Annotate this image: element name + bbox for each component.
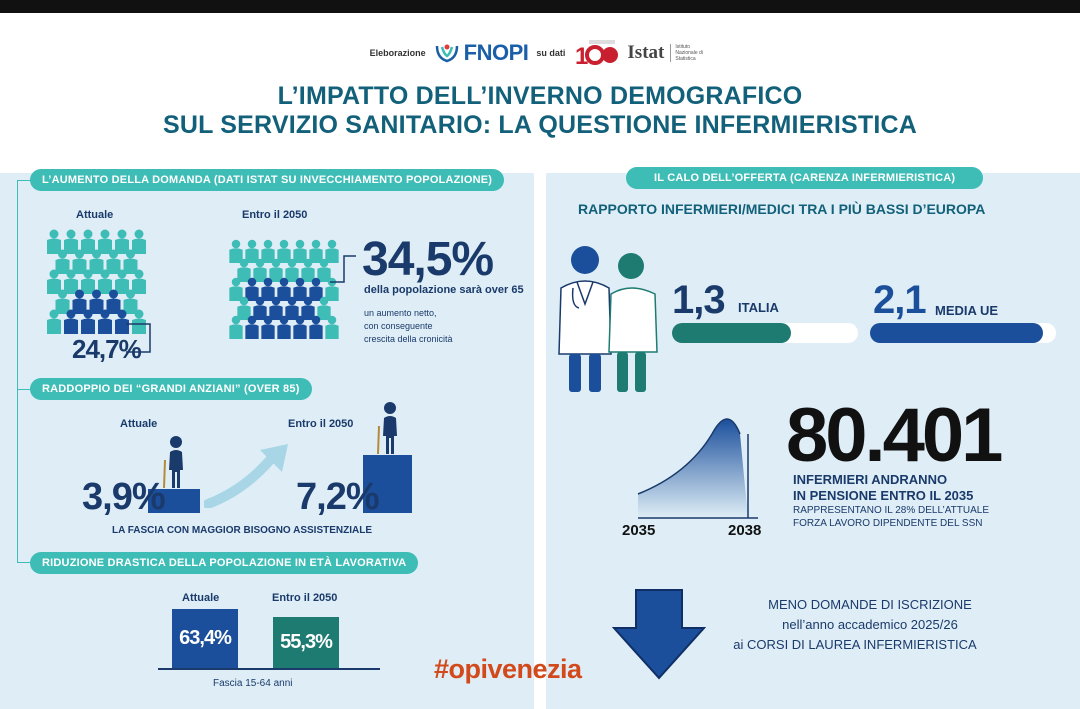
section-demand-pill: L’AUMENTO DELLA DOMANDA (DATI ISTAT SU I… — [30, 169, 505, 191]
credits-row: Eleborazione FNOPI su dati 1 Istat Istit… — [0, 36, 1080, 70]
credits-elaborazione: Eleborazione — [369, 48, 426, 58]
year-end: 2038 — [728, 522, 762, 539]
retire-line-2: IN PENSIONE ENTRO IL 2035 — [793, 488, 974, 503]
label-current-3: Attuale — [182, 592, 220, 604]
value-current-over85: 3,9% — [82, 476, 166, 518]
section-elderly-pill: RADDOPPIO DEI “GRANDI ANZIANI” (OVER 85) — [30, 378, 312, 400]
growth-arrow-icon — [204, 444, 288, 508]
elderly-person-icon — [163, 436, 183, 489]
doctor-nurse-icon — [558, 246, 658, 392]
elderly-person-2050-icon — [377, 402, 397, 455]
retire-number: 80.401 — [786, 393, 1003, 478]
istat-subtitle: Istituto Nazionale di Statistica — [670, 44, 710, 62]
note-line-2: con conseguente — [364, 321, 433, 331]
label-2050-1: Entro il 2050 — [242, 209, 308, 221]
enroll-line-3: ai CORSI DI LAUREA INFERMIERISTICA — [733, 637, 977, 652]
label-current-2: Attuale — [120, 418, 158, 430]
workforce-current-bar: 63,4% — [172, 609, 238, 668]
ratio-italia-bar — [672, 323, 792, 343]
elderly-2050-block — [363, 455, 412, 513]
title-line-1: L’IMPATTO DELL’INVERNO DEMOGRAFICO — [277, 82, 803, 110]
workforce-axis-label: Fascia 15-64 anni — [213, 678, 293, 689]
fnopi-emblem-icon — [435, 44, 458, 63]
caption-over85: LA FASCIA CON MAGGIOR BISOGNO ASSISTENZI… — [112, 525, 373, 536]
retire-sub-1: RAPPRESENTANO IL 28% DELL’ATTUALE — [793, 505, 989, 516]
value-2050-over85: 7,2% — [296, 476, 380, 518]
section-supply-pill: IL CALO DELL’OFFERTA (CARENZA INFERMIERI… — [626, 167, 984, 189]
bracket-current-icon — [126, 323, 151, 353]
population-2050-icon — [229, 239, 339, 339]
page-title: L’IMPATTO DELL’INVERNO DEMOGRAFICO SUL S… — [0, 82, 1080, 140]
hashtag: #opivenezia — [434, 654, 582, 684]
fnopi-text: FNOPI — [463, 40, 529, 65]
year-start: 2035 — [622, 522, 656, 539]
value-2050-over65: 34,5% — [362, 233, 494, 286]
caption-over65: della popolazione sarà over 65 — [364, 284, 524, 296]
top-bar — [0, 0, 1080, 13]
note-line-1: un aumento netto, — [364, 308, 437, 318]
down-arrow-icon — [612, 589, 706, 680]
population-current-icon — [47, 229, 146, 334]
label-2050-3: Entro il 2050 — [272, 592, 338, 604]
elderly-current-block — [148, 489, 200, 513]
tree-branch-3 — [17, 562, 31, 563]
label-current-1: Attuale — [76, 209, 114, 221]
istat-100-emblem-icon: 1 — [575, 40, 619, 68]
ratio-italia-value: 1,3 — [672, 278, 726, 322]
tree-connector — [17, 180, 18, 562]
credits-su-dati: su dati — [536, 48, 566, 58]
label-2050-2: Entro il 2050 — [288, 418, 354, 430]
istat-text: Istat — [627, 42, 665, 63]
workforce-2050-bar: 55,3% — [273, 617, 339, 668]
enroll-line-1: MENO DOMANDE DI ISCRIZIONE — [768, 597, 972, 612]
retire-line-1: INFERMIERI ANDRANNO — [793, 472, 948, 487]
istat-logo: 1 Istat Istituto Nazionale di Statistica — [573, 38, 710, 68]
ratio-ue-label: MEDIA UE — [935, 303, 999, 318]
bracket-2050-icon — [330, 255, 356, 283]
ratio-ue-bar — [870, 323, 1043, 343]
title-line-2: SUL SERVIZIO SANITARIO: LA QUESTIONE INF… — [163, 111, 917, 139]
retire-sub-2: FORZA LAVORO DIPENDENTE DEL SSN — [793, 518, 983, 529]
workforce-baseline — [158, 668, 380, 670]
retirement-curve-icon — [637, 418, 758, 519]
ratio-ue-value: 2,1 — [873, 278, 927, 322]
fnopi-logo: FNOPI — [434, 40, 529, 66]
enroll-line-2: nell’anno accademico 2025/26 — [782, 617, 958, 632]
value-current-over65: 24,7% — [72, 334, 142, 364]
note-line-3: crescita della cronicità — [364, 334, 453, 344]
ratio-italia-label: ITALIA — [738, 300, 779, 315]
tree-branch-2 — [17, 389, 31, 390]
section-workforce-pill: RIDUZIONE DRASTICA DELLA POPOLAZIONE IN … — [30, 552, 419, 574]
svg-text:1: 1 — [575, 43, 588, 68]
tree-branch-1 — [17, 180, 31, 181]
ratio-subtitle: RAPPORTO INFERMIERI/MEDICI TRA I PIÙ BAS… — [578, 201, 986, 217]
